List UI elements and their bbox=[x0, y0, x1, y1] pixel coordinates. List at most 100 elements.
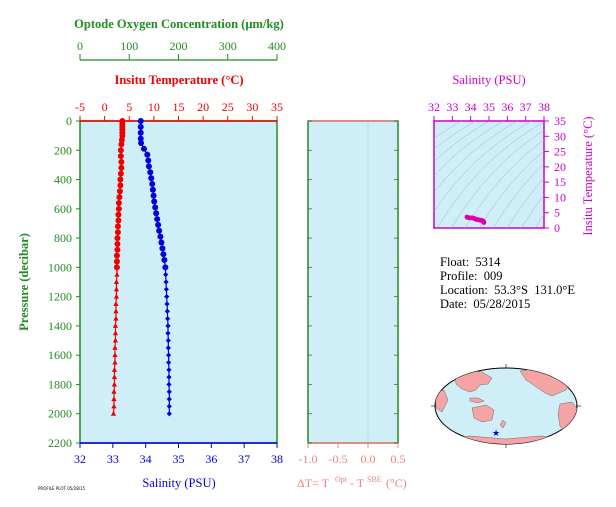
delta-t-tick-label: -1.0 bbox=[299, 452, 318, 466]
salinity-point bbox=[160, 251, 167, 258]
pressure-tick-label: 800 bbox=[54, 231, 72, 245]
temperature-point bbox=[114, 246, 121, 253]
oxygen-tick-label: 300 bbox=[219, 39, 237, 53]
temperature-point bbox=[113, 315, 119, 321]
temperature-point bbox=[113, 252, 120, 259]
temperature-tick-label: 25 bbox=[222, 100, 234, 114]
ts-density-contour bbox=[434, 121, 504, 177]
pressure-axis-ticks: 0 200 400 600 800 1000 1200 1400 1600 1800 2000 220… bbox=[48, 114, 80, 450]
salinity-point bbox=[149, 186, 156, 193]
salinity-tick-label: 36 bbox=[205, 452, 217, 466]
temperature-point bbox=[112, 337, 119, 343]
temperature-point bbox=[114, 229, 121, 236]
salinity-point bbox=[144, 151, 151, 158]
temperature-point bbox=[117, 170, 124, 177]
temperature-axis-label: Insitu Temperature (°C) bbox=[114, 73, 243, 87]
oxygen-tick-label: 100 bbox=[120, 39, 138, 53]
delta-t-tick-label: -0.5 bbox=[329, 452, 348, 466]
salinity-point bbox=[150, 192, 157, 199]
temperature-point bbox=[117, 176, 124, 183]
ts-density-contour bbox=[434, 121, 462, 139]
temperature-point bbox=[113, 300, 119, 306]
main-series bbox=[110, 118, 172, 417]
pressure-tick-label: 1800 bbox=[48, 377, 72, 391]
salinity-point bbox=[165, 345, 171, 351]
oxygen-tick-label: 200 bbox=[170, 39, 188, 53]
salinity-point bbox=[164, 308, 170, 314]
salinity-point bbox=[165, 330, 171, 336]
ts-y-tick-label: 30 bbox=[554, 129, 566, 143]
svg-text:ΔT= T: ΔT= T bbox=[297, 476, 330, 490]
ts-density-contour bbox=[492, 163, 544, 228]
temperature-point bbox=[115, 199, 122, 206]
oxygen-axis-label: Optode Oxygen Concentration (µm/kg) bbox=[74, 17, 284, 31]
svg-text:(°C): (°C) bbox=[386, 476, 407, 490]
salinity-point bbox=[166, 367, 172, 373]
info-date: Date: 05/28/2015 bbox=[440, 297, 531, 311]
ts-y-tick-label: 20 bbox=[554, 160, 566, 174]
map-land-new-zealand bbox=[499, 419, 507, 429]
temperature-point bbox=[112, 330, 119, 336]
ts-x-tick-label: 34 bbox=[465, 100, 477, 114]
delta-t-axis-label: ΔT= T Opt - T SBE (°C) bbox=[297, 475, 407, 490]
ts-y-tick-label: 5 bbox=[554, 206, 560, 220]
salinity-point bbox=[165, 337, 171, 344]
ts-density-contour bbox=[534, 213, 544, 228]
ts-y-tick-label: 0 bbox=[554, 221, 560, 235]
temperature-tick-label: 35 bbox=[271, 100, 283, 114]
salinity-point bbox=[166, 381, 172, 388]
temperature-point bbox=[113, 264, 120, 271]
ts-density-contour bbox=[434, 121, 532, 212]
temperature-point bbox=[113, 258, 120, 265]
delta-t-tick-label: 0.5 bbox=[391, 452, 406, 466]
temperature-point bbox=[117, 182, 124, 189]
temperature-point bbox=[112, 352, 118, 358]
ts-density-contour bbox=[434, 121, 476, 150]
svg-text:Opt: Opt bbox=[335, 475, 348, 484]
temperature-tick-label: 20 bbox=[197, 100, 209, 114]
salinity-point bbox=[137, 118, 144, 124]
ts-plot-background bbox=[433, 120, 545, 229]
temperature-axis-ticks: -5 0 5 10 15 20 25 30 35 bbox=[75, 100, 283, 122]
map-land-asia bbox=[454, 369, 493, 393]
salinity-point bbox=[147, 169, 154, 176]
temperature-point bbox=[116, 194, 123, 201]
salinity-point bbox=[163, 286, 169, 292]
salinity-tick-label: 34 bbox=[140, 452, 152, 466]
temperature-point bbox=[115, 217, 122, 224]
svg-text:SBE: SBE bbox=[367, 475, 382, 484]
temperature-point bbox=[113, 279, 120, 284]
oxygen-axis-ticks: 0 100 200 300 400 bbox=[77, 39, 286, 60]
ts-density-contour bbox=[434, 121, 490, 163]
ts-x-tick-label: 37 bbox=[520, 100, 532, 114]
salinity-point bbox=[159, 245, 166, 252]
footer-text: PROFILE PLOT 05/28/15 bbox=[38, 486, 86, 491]
salinity-point bbox=[165, 315, 171, 322]
temperature-point bbox=[114, 235, 121, 242]
salinity-point bbox=[141, 145, 148, 152]
world-map: ★ bbox=[431, 364, 581, 448]
temperature-point bbox=[111, 374, 118, 380]
salinity-point bbox=[165, 323, 171, 329]
temperature-tick-label: -5 bbox=[75, 100, 85, 114]
temperature-point bbox=[113, 286, 120, 292]
salinity-tick-label: 35 bbox=[173, 452, 185, 466]
ts-y-axis-label: Insitu Temperature (°C) bbox=[581, 116, 595, 235]
map-land-australia bbox=[471, 404, 495, 423]
info-float: Float: 5314 bbox=[440, 255, 501, 269]
temperature-point bbox=[118, 137, 125, 144]
salinity-axis-label: Salinity (PSU) bbox=[142, 476, 215, 490]
salinity-tick-label: 38 bbox=[271, 452, 283, 466]
temperature-point bbox=[118, 141, 125, 148]
salinity-point bbox=[145, 157, 152, 164]
temperature-point bbox=[115, 205, 122, 212]
svg-text:- T: - T bbox=[350, 476, 365, 490]
temperature-point bbox=[114, 240, 121, 247]
pressure-tick-label: 0 bbox=[66, 114, 72, 128]
pressure-tick-label: 1600 bbox=[48, 348, 72, 362]
pressure-tick-label: 1400 bbox=[48, 319, 72, 333]
ts-density-contour bbox=[436, 121, 544, 228]
salinity-point bbox=[162, 264, 169, 271]
